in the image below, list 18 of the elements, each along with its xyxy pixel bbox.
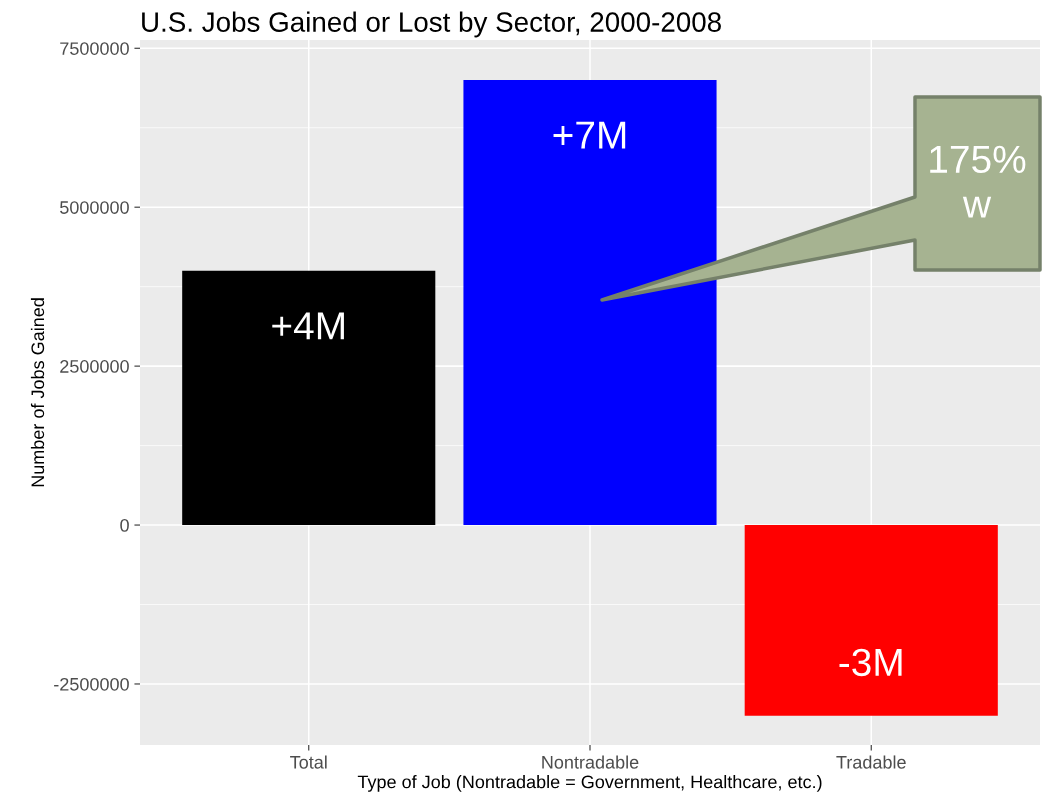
- y-tick-label: 0: [120, 518, 129, 532]
- data-label: -3M: [839, 648, 902, 677]
- x-tick-label: Total: [290, 755, 327, 769]
- y-axis-title: Number of Jobs Gained: [30, 298, 45, 487]
- bar: [463, 80, 717, 526]
- y-tick-label: 7500000: [60, 42, 129, 55]
- y-tick-label: 5000000: [60, 201, 129, 214]
- bar: [744, 525, 998, 716]
- annotation: 175% w: [930, 145, 1026, 218]
- x-tick-label: Nontradable: [542, 755, 639, 769]
- bar: [182, 270, 436, 526]
- y-tick-label: 2500000: [60, 360, 129, 373]
- data-label: +7M: [553, 121, 626, 149]
- y-tick-label: -2500000: [54, 677, 129, 691]
- chart-title: U.S. Jobs Gained or Lost by Sector, 2000-2008: [142, 11, 721, 38]
- x-axis-title: Type of Job (Nontradable = Government, Healthcare, etc.): [357, 775, 822, 792]
- data-label: +4M: [272, 312, 344, 340]
- x-tick-label: Tradable: [836, 755, 906, 769]
